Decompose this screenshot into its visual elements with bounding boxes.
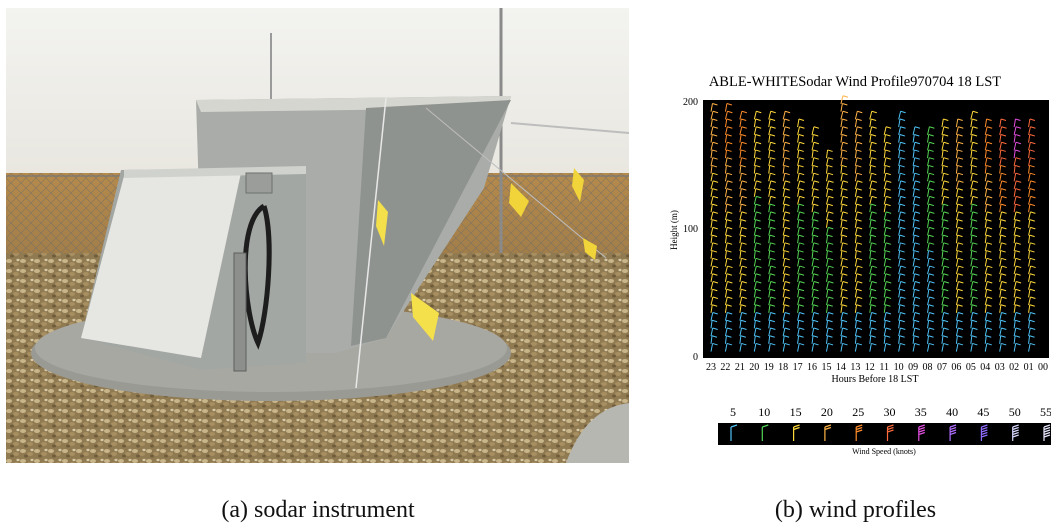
x-tick-label: 13 <box>850 362 860 373</box>
legend-barb <box>949 424 957 441</box>
legend-speed-labels: 5 10 15 20 25 30 35 40 45 50 55 <box>730 405 1051 419</box>
wind-profile-column <box>999 118 1007 352</box>
wind-profile-column <box>797 118 805 352</box>
yellow-flag <box>411 293 439 341</box>
caption-sodar-instrument: (a) sodar instrument <box>221 497 415 523</box>
y-tick-label: 100 <box>683 224 698 235</box>
legend-barb <box>761 424 769 441</box>
wind-profile-column <box>768 110 776 352</box>
legend-speed-label: 15 <box>790 405 802 419</box>
yellow-flag <box>583 238 597 260</box>
wind-profile-column <box>898 110 906 352</box>
legend-bar <box>718 423 1051 445</box>
legend-barb <box>855 424 863 441</box>
chart-title: ABLE-WHITESodar Wind Profile970704 18 LS… <box>709 74 1001 90</box>
front-door <box>81 173 241 358</box>
wind-barb-profiles <box>710 95 1036 352</box>
x-tick-label: 09 <box>908 362 918 373</box>
y-tick-label: 0 <box>693 352 698 363</box>
legend-barb <box>824 424 832 441</box>
wind-profile-chart: ABLE-WHITESodar Wind Profile970704 18 LS… <box>669 74 1051 456</box>
wind-profile-column <box>869 110 877 352</box>
x-tick-label: 07 <box>937 362 947 373</box>
wind-profile-column <box>739 110 748 352</box>
x-tick-label: 17 <box>793 362 803 373</box>
wind-profile-column <box>724 103 733 352</box>
x-tick-label: 11 <box>879 362 889 373</box>
legend-title: Wind Speed (knots) <box>852 447 916 456</box>
yellow-flag <box>376 200 388 246</box>
legend-speed-label: 50 <box>1009 405 1021 419</box>
legend-speed-label: 30 <box>884 405 896 419</box>
x-tick-label: 20 <box>749 362 759 373</box>
x-tick-label: 06 <box>951 362 961 373</box>
yellow-flag <box>572 168 584 202</box>
legend-speed-label: 55 <box>1040 405 1051 419</box>
wind-profile-column <box>883 126 892 352</box>
wind-profile-column <box>840 95 849 352</box>
wind-profile-column <box>955 118 964 352</box>
wind-profile-column <box>710 103 719 352</box>
legend-barb <box>793 424 800 441</box>
legend-barb <box>980 424 988 441</box>
x-tick-label: 22 <box>720 362 730 373</box>
y-tick-label: 200 <box>683 97 698 108</box>
wind-profile-column <box>854 110 863 352</box>
legend-barb <box>730 424 738 441</box>
yellow-flag <box>509 183 529 217</box>
x-axis-label: Hours Before 18 LST <box>832 374 919 385</box>
wind-profile-column <box>1028 118 1036 352</box>
sodar-instrument-photo <box>6 8 629 463</box>
legend-barb <box>918 424 925 441</box>
x-tick-label: 21 <box>735 362 745 373</box>
legend-barb <box>1012 424 1019 441</box>
y-axis-label: Height (m) <box>669 210 679 250</box>
wind-profile-column <box>825 149 834 352</box>
wind-profile-column <box>984 118 993 352</box>
legend-barb <box>886 424 894 441</box>
wind-profile-column <box>811 126 820 352</box>
wind-profile-column <box>970 110 979 352</box>
wind-profile-column <box>927 126 935 352</box>
wind-profile-column <box>782 110 791 352</box>
wind-profile-column <box>753 110 762 352</box>
x-tick-label: 05 <box>966 362 976 373</box>
wind-profile-column <box>912 126 921 352</box>
legend-speed-label: 45 <box>977 405 989 419</box>
x-axis-hours: 23 22 21 20 19 18 17 16 15 14 13 12 11 10 09 08 07 06 05 04… <box>706 362 1048 373</box>
legend-speed-label: 20 <box>821 405 833 419</box>
x-tick-label: 08 <box>923 362 933 373</box>
legend-speed-label: 40 <box>946 405 958 419</box>
legend-barb <box>1043 424 1051 441</box>
x-tick-label: 18 <box>778 362 788 373</box>
legend-speed-label: 25 <box>852 405 864 419</box>
x-tick-label: 10 <box>894 362 904 373</box>
x-tick-label: 02 <box>1009 362 1019 373</box>
wind-profile-column <box>941 118 950 352</box>
wind-profile-column <box>1013 118 1022 352</box>
x-tick-label: 15 <box>821 362 831 373</box>
legend-speed-label: 35 <box>915 405 927 419</box>
x-tick-label: 03 <box>995 362 1005 373</box>
x-tick-label: 16 <box>807 362 817 373</box>
x-tick-label: 23 <box>706 362 716 373</box>
caption-wind-profiles: (b) wind profiles <box>774 497 937 523</box>
legend-speed-label: 10 <box>758 405 770 419</box>
legend-speed-label: 5 <box>730 405 736 419</box>
y-axis: 200 100 0 Height (m) <box>669 97 698 363</box>
x-tick-label: 12 <box>865 362 875 373</box>
x-tick-label: 14 <box>836 362 846 373</box>
x-tick-label: 19 <box>764 362 774 373</box>
x-tick-label: 04 <box>980 362 990 373</box>
legend-barbs <box>730 424 1051 441</box>
x-tick-label: 00 <box>1038 362 1048 373</box>
x-tick-label: 01 <box>1024 362 1034 373</box>
